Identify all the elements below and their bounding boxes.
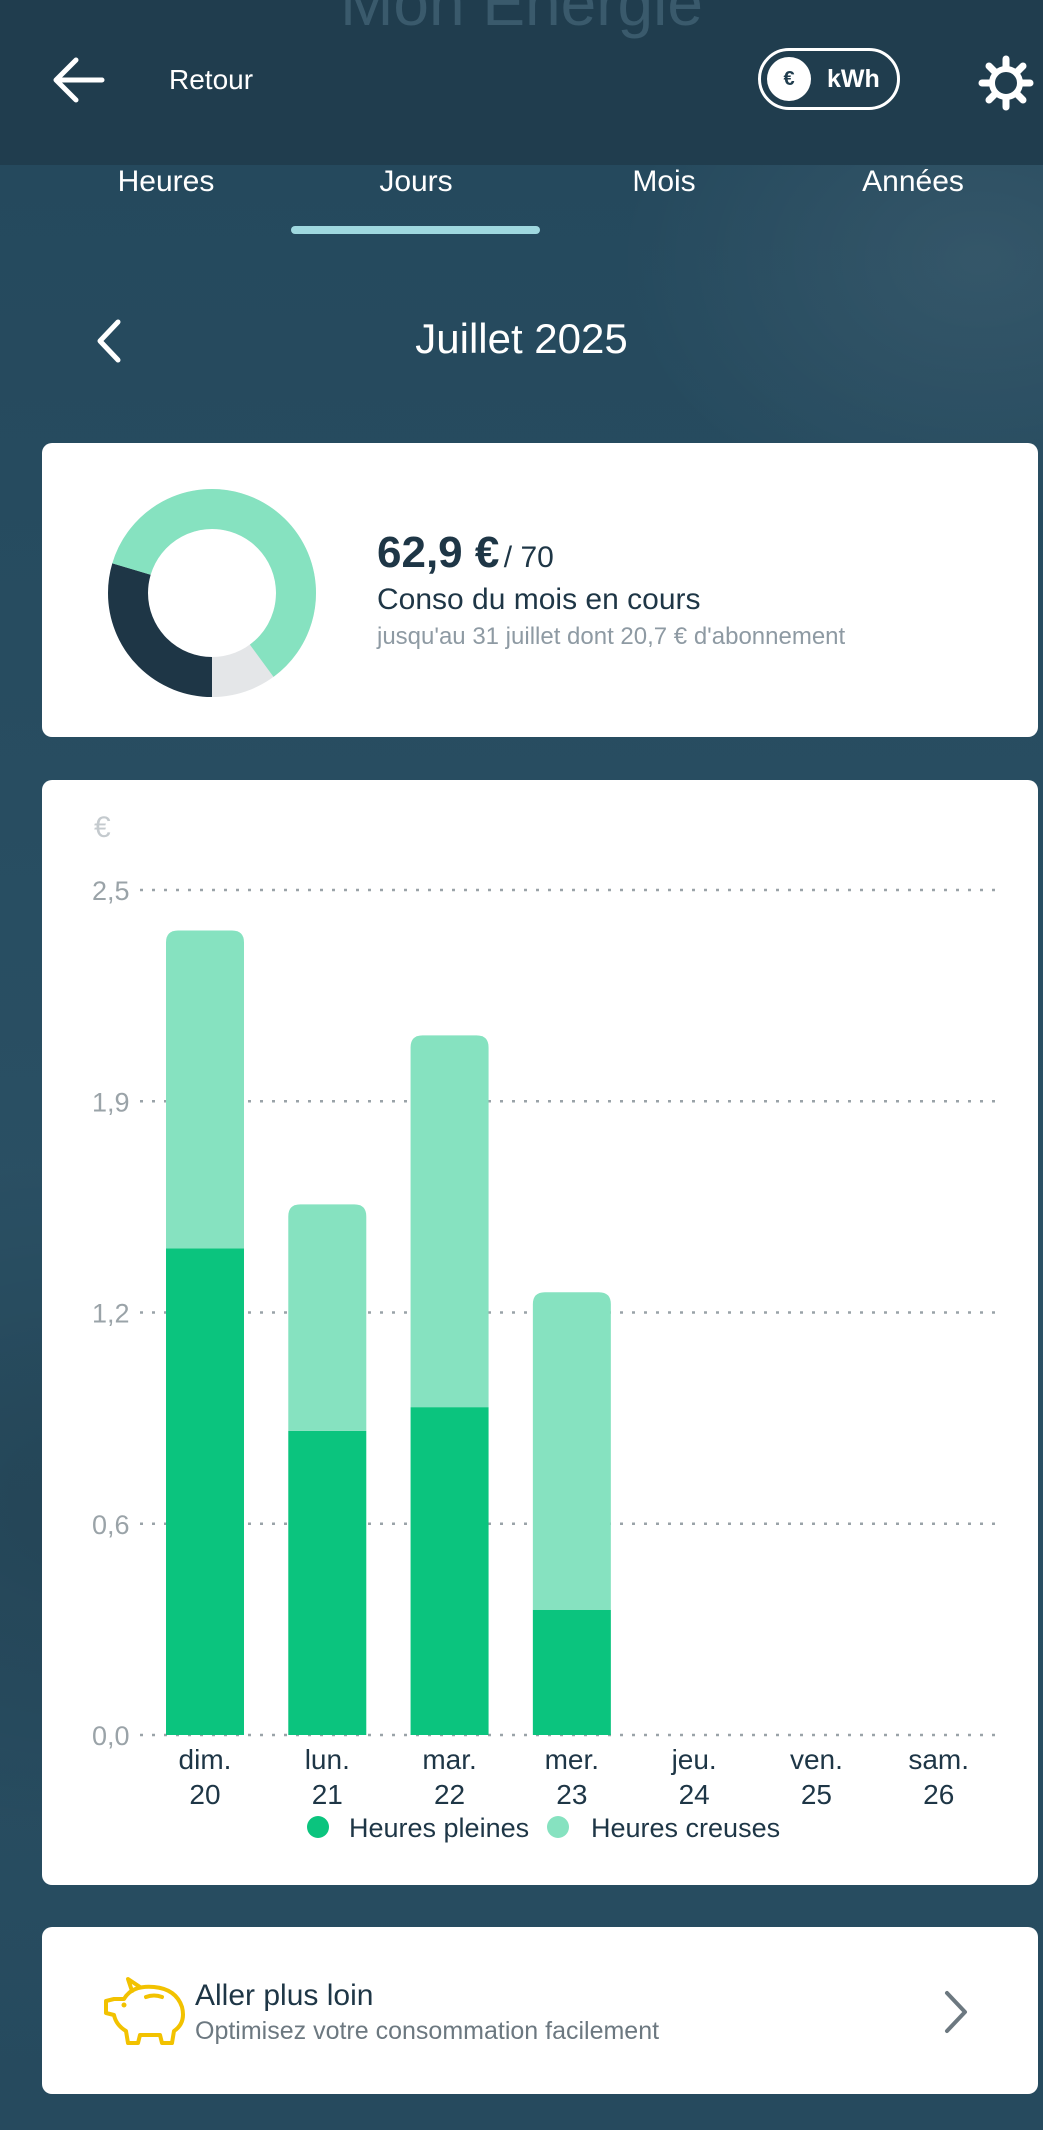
summary-subtext: jusqu'au 31 juillet dont 20,7 € d'abonne… [377, 623, 846, 650]
page-title: Mon Energie [340, 0, 703, 39]
chart-card: €0,0 0,6 1,2 1,9 2,5 dim. 20 lun. 21 mar. 22 mer. 23… [42, 780, 1038, 1885]
x-tick-date: 24 [679, 1779, 710, 1810]
bar-segment-heures-creuses[interactable] [166, 930, 244, 1249]
legend-label: Heures creuses [591, 1813, 780, 1843]
chevron-left-icon[interactable] [88, 316, 128, 366]
x-tick-day: sam. [908, 1744, 969, 1775]
tab-mois[interactable]: Mois [632, 165, 696, 198]
tab-jours[interactable]: Jours [379, 165, 453, 198]
top-bar: Mon Energie Retour € kWh [0, 0, 1043, 165]
y-tick-label: 0,6 [92, 1510, 130, 1540]
back-label[interactable]: Retour [169, 64, 254, 95]
chevron-right-icon [945, 1991, 967, 2033]
bar-segment-heures-creuses[interactable] [532, 1292, 611, 1610]
summary-card[interactable]: 62,9 € / 70 Conso du mois en cours jusqu… [42, 443, 1038, 737]
y-tick-label: 0,0 [92, 1721, 130, 1751]
x-tick-date: 26 [923, 1779, 954, 1810]
daily-chart: €0,0 0,6 1,2 1,9 2,5 dim. 20 lun. 21 mar. 22 mer. 23… [92, 811, 1000, 1843]
x-tick-date: 22 [434, 1779, 465, 1810]
active-tab-indicator [291, 226, 540, 234]
y-tick-label: 1,9 [92, 1087, 130, 1117]
bar-segment-heures-pleines[interactable] [166, 1248, 244, 1735]
bar-segment-heures-pleines[interactable] [288, 1430, 367, 1735]
bar-segment-heures-creuses[interactable] [410, 1035, 489, 1408]
unit-toggle[interactable]: € kWh [758, 48, 900, 110]
euro-option[interactable]: € [767, 57, 811, 101]
x-tick-day: mer. [545, 1744, 599, 1775]
budget-value: / 70 [503, 541, 554, 574]
legend-swatch [307, 1816, 329, 1838]
arrow-left-icon [53, 57, 105, 103]
month-title: Juillet 2025 [415, 315, 628, 362]
x-tick-day: jeu. [671, 1744, 717, 1775]
bar-segment-heures-pleines[interactable] [410, 1407, 489, 1735]
bar-segment-heures-creuses[interactable] [288, 1204, 367, 1431]
tab-annees[interactable]: Années [862, 165, 964, 198]
go-further-card[interactable]: Aller plus loin Optimisez votre consomma… [42, 1927, 1038, 2094]
y-axis-unit: € [94, 811, 111, 844]
y-tick-label: 1,2 [92, 1299, 130, 1329]
x-tick-day: ven. [790, 1744, 843, 1775]
back-button[interactable] [50, 50, 120, 110]
bar-segment-heures-pleines[interactable] [532, 1609, 611, 1735]
legend-label: Heures pleines [349, 1813, 529, 1843]
legend-swatch [547, 1816, 569, 1838]
y-tick-label: 2,5 [92, 876, 130, 906]
consumption-amount: 62,9 € / 70 [377, 528, 554, 578]
donut-subscription-arc [108, 489, 316, 697]
x-tick-day: lun. [305, 1744, 350, 1775]
piggy-bank-icon [104, 1977, 185, 2045]
x-tick-date: 25 [801, 1779, 832, 1810]
x-tick-date: 20 [189, 1779, 220, 1810]
x-tick-date: 21 [312, 1779, 343, 1810]
x-tick-date: 23 [556, 1779, 587, 1810]
budget-donut [108, 489, 316, 697]
gear-icon[interactable] [978, 55, 1034, 111]
go-further-subtitle: Optimisez votre consommation facilement [195, 2017, 660, 2045]
x-tick-day: mar. [422, 1744, 476, 1775]
amount-value: 62,9 € [377, 528, 500, 577]
go-further-title: Aller plus loin [195, 1979, 374, 2012]
kwh-option[interactable]: kWh [827, 64, 880, 93]
tab-heures[interactable]: Heures [117, 165, 215, 198]
x-tick-day: dim. [179, 1744, 232, 1775]
period-tabs: Heures Jours Mois Années [0, 165, 1043, 245]
summary-label: Conso du mois en cours [377, 583, 701, 616]
